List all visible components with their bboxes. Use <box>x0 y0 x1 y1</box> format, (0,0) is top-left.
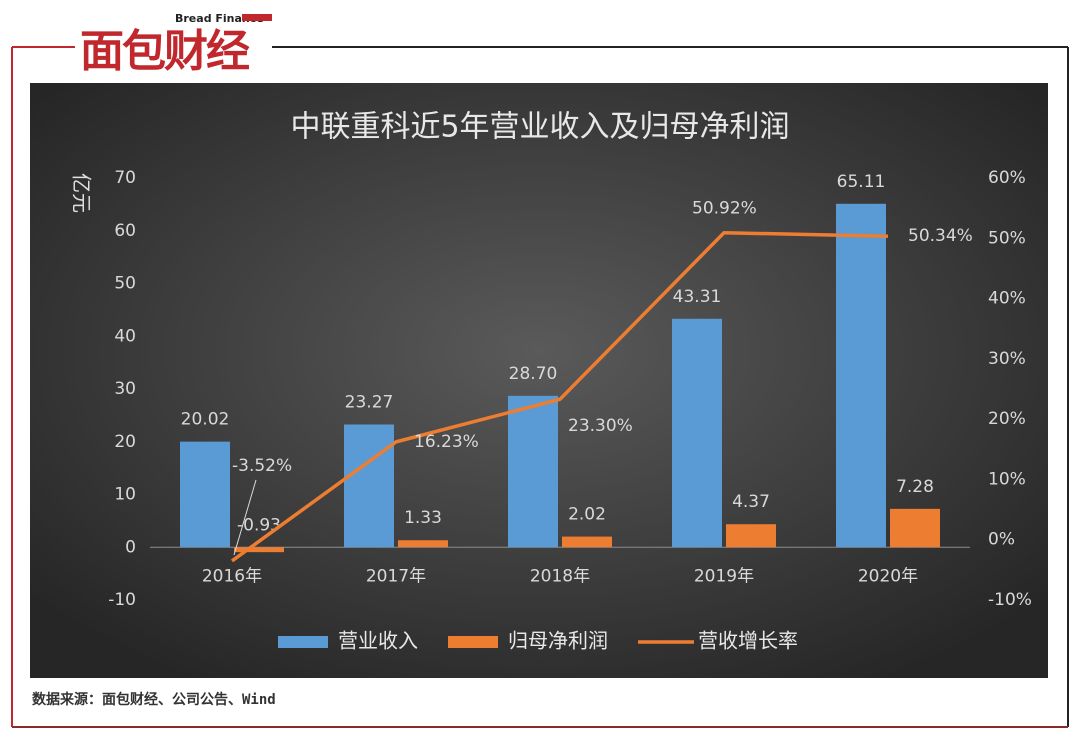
x-tick-label: 2016年 <box>202 566 262 586</box>
logo-bar <box>242 14 272 21</box>
y-tick-label: 70 <box>114 168 136 188</box>
y-tick-label: -10 <box>108 590 136 610</box>
legend-swatch <box>448 636 498 648</box>
y2-tick-label: 60% <box>988 168 1026 188</box>
x-tick-label: 2020年 <box>858 566 918 586</box>
x-tick-label: 2018年 <box>530 566 590 586</box>
y2-tick-label: 50% <box>988 228 1026 248</box>
y-tick-label: 60 <box>114 221 136 241</box>
leader-line <box>233 479 257 556</box>
data-label: 4.37 <box>732 492 770 512</box>
y-tick-label: 50 <box>114 274 136 294</box>
data-label: 23.27 <box>345 393 394 413</box>
logo-tagline: Bread Finance <box>175 12 264 25</box>
data-label: 50.34% <box>908 226 973 246</box>
data-label: 16.23% <box>414 432 479 452</box>
chart-title: 中联重科近5年营业收入及归母净利润 <box>290 110 789 145</box>
bar <box>398 540 448 548</box>
bar <box>508 395 558 548</box>
legend-label: 营收增长率 <box>698 629 798 653</box>
legend-label: 营业收入 <box>338 629 418 653</box>
y2-tick-label: 40% <box>988 289 1026 309</box>
y-axis-label: 亿元 <box>70 173 94 213</box>
legend-swatch <box>278 636 328 648</box>
y-tick-label: 10 <box>114 485 136 505</box>
data-label: 1.33 <box>404 508 442 528</box>
data-label: -0.93 <box>237 515 281 535</box>
y2-tick-label: -10% <box>988 590 1032 610</box>
bar <box>726 524 776 548</box>
bar <box>344 424 394 548</box>
plot: -10 0 10 20 30 40 50 60 70 -10% 0% 10% 20% 30% 40% 50% 6… <box>108 168 1032 653</box>
legend-label: 归母净利润 <box>508 629 608 653</box>
y-tick-label: 40 <box>114 326 136 346</box>
y2-tick-label: 20% <box>988 409 1026 429</box>
data-label: 23.30% <box>568 416 633 436</box>
y-tick-label: 20 <box>114 432 136 452</box>
bar <box>562 536 612 548</box>
data-label: 43.31 <box>673 287 722 307</box>
x-tick-label: 2017年 <box>366 566 426 586</box>
data-label: 20.02 <box>181 410 230 430</box>
bar <box>180 441 230 548</box>
bar <box>890 508 940 548</box>
data-label: 28.70 <box>509 364 558 384</box>
data-label: 7.28 <box>896 477 934 497</box>
x-tick-label: 2019年 <box>694 566 754 586</box>
data-label: 50.92% <box>692 199 757 219</box>
logo-name: 面包财经 <box>80 26 250 77</box>
y2-tick-label: 10% <box>988 469 1026 489</box>
data-label: 2.02 <box>568 505 606 525</box>
y-tick-label: 30 <box>114 379 136 399</box>
y-tick-label: 0 <box>125 537 136 557</box>
source: 数据来源：面包财经、公司公告、Wind <box>32 691 276 708</box>
data-label: -3.52% <box>232 456 292 476</box>
y2-tick-label: 30% <box>988 349 1026 369</box>
bar <box>234 547 284 553</box>
y2-tick-label: 0% <box>988 530 1015 550</box>
bar <box>672 318 722 548</box>
data-label: 65.11 <box>837 172 886 192</box>
bar <box>836 203 886 548</box>
growth-line <box>230 230 889 563</box>
